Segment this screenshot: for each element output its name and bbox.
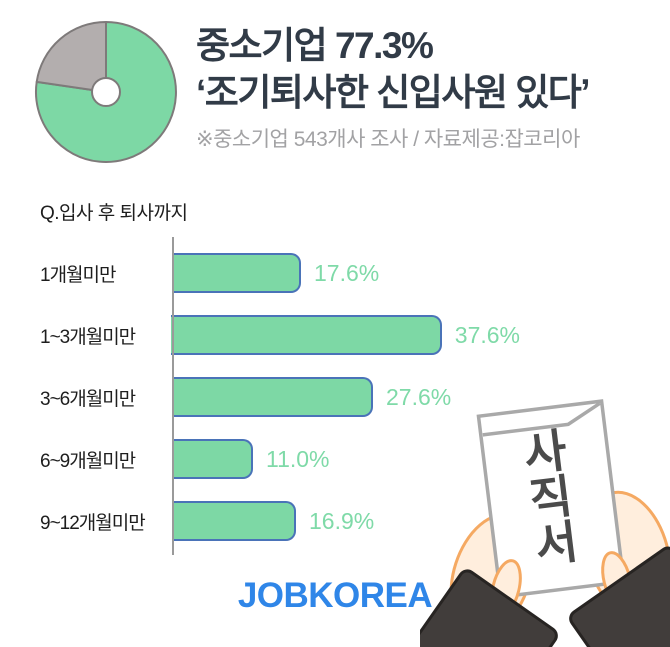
bar-row: 1~3개월미만 37.6% — [40, 315, 520, 355]
bar-rows: 1개월미만 17.6% 1~3개월미만 37.6% 3~6개월미만 27.6% 6~9개월미… — [40, 237, 520, 541]
envelope-body — [476, 399, 626, 599]
bar-value-label: 11.0% — [266, 445, 330, 472]
title-line-1: 중소기업 77.3% — [196, 25, 434, 66]
bar-value-label: 17.6% — [314, 259, 380, 286]
bar-row: 3~6개월미만 27.6% — [40, 377, 520, 417]
title-line-2: ‘조기퇴사한 신입사원 있다’ — [196, 72, 591, 113]
envelope-flap — [482, 401, 601, 437]
envelope-text-char: 사 — [521, 424, 569, 481]
bar-category-label: 1~3개월미만 — [40, 326, 136, 348]
bar-category-label: 6~9개월미만 — [40, 450, 136, 472]
bar-category-label: 9~12개월미만 — [40, 512, 146, 534]
bar-category-label: 3~6개월미만 — [40, 388, 136, 410]
chart-axis-line — [172, 237, 174, 555]
bar — [172, 253, 301, 293]
jobkorea-logo: JOBKOREA — [237, 576, 433, 615]
pie-slice — [35, 21, 107, 93]
bar — [170, 315, 442, 355]
bar-row: 9~12개월미만 16.9% — [40, 501, 520, 541]
envelope-text-char: 서 — [532, 515, 580, 572]
envelope-text-char: 직 — [527, 470, 575, 527]
right-sleeve-icon — [569, 546, 670, 647]
resignation-letter-illustration: 사직서 — [420, 399, 670, 647]
bar — [172, 501, 296, 541]
bar-value-label: 27.6% — [386, 383, 452, 410]
source-note: ※중소기업 543개사 조사 / 자료제공:잡코리아 — [196, 128, 580, 151]
bar — [172, 377, 373, 417]
bar-chart: 1개월미만 17.6% 1~3개월미만 37.6% 3~6개월미만 27.6% 6~9개월미… — [40, 237, 520, 563]
donut-hole — [91, 77, 121, 107]
question-label: Q.입사 후 퇴사까지 — [40, 203, 188, 224]
pie-slice — [35, 21, 177, 163]
bar-row: 1개월미만 17.6% — [40, 253, 520, 293]
bar-row: 6~9개월미만 11.0% — [40, 439, 520, 479]
bar-category-label: 1개월미만 — [40, 264, 117, 286]
bar — [172, 439, 253, 479]
envelope-icon: 사직서 — [476, 399, 626, 599]
donut-chart — [35, 21, 177, 163]
left-sleeve-icon — [420, 569, 558, 647]
bar-value-label: 37.6% — [454, 321, 520, 348]
bar-value-label: 16.9% — [309, 507, 375, 534]
title-block: 중소기업 77.3% ‘조기퇴사한 신입사원 있다’ ※중소기업 543개사 조… — [196, 22, 666, 153]
envelope-text: 사직서 — [521, 424, 581, 572]
